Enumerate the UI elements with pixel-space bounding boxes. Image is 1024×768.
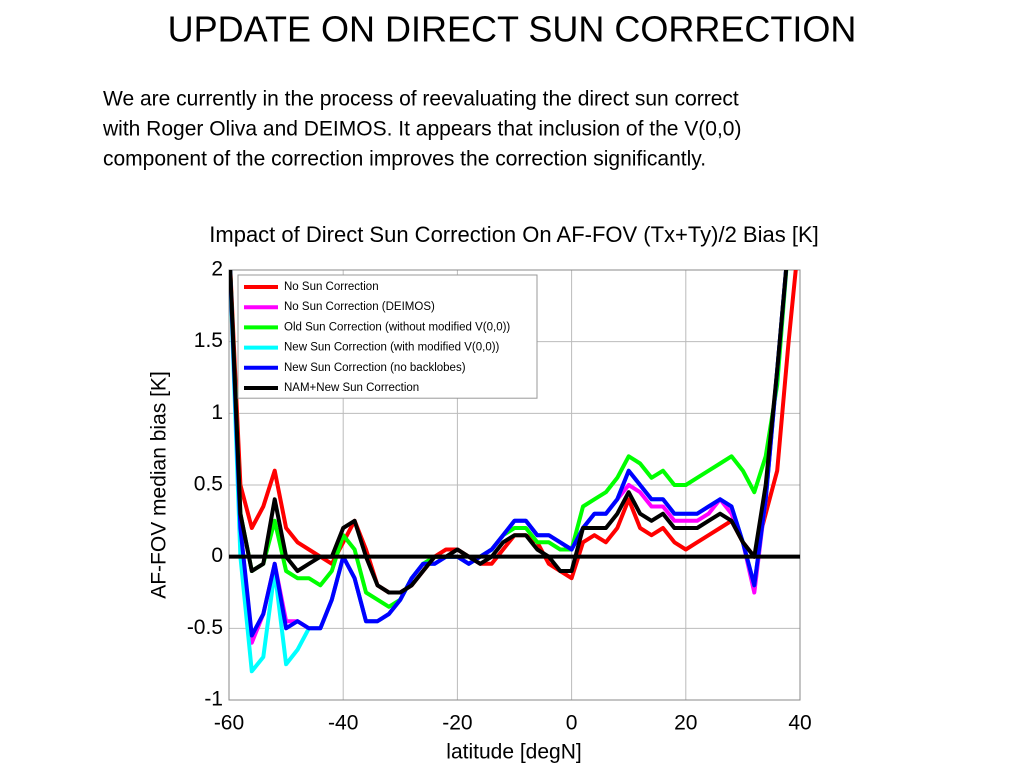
y-tick-label: 1.5 bbox=[194, 329, 223, 352]
plot-frame bbox=[228, 269, 801, 701]
chart-title: Impact of Direct Sun Correction On AF-FO… bbox=[209, 222, 818, 247]
x-tick-label: 20 bbox=[674, 712, 697, 735]
series-line bbox=[229, 270, 789, 638]
x-tick-label: 40 bbox=[788, 712, 811, 735]
x-tick-label: -20 bbox=[442, 712, 472, 735]
x-axis-label: latitude [degN] bbox=[446, 741, 581, 764]
y-tick-label: 2 bbox=[211, 258, 223, 281]
series-line bbox=[229, 270, 789, 674]
y-tick-label: 0.5 bbox=[194, 473, 223, 496]
legend-label: New Sun Correction (with modified V(0,0)… bbox=[284, 342, 500, 354]
x-tick-label: -60 bbox=[214, 712, 244, 735]
body-line: component of the correction improves the… bbox=[103, 148, 706, 171]
y-tick-label: 0 bbox=[211, 544, 223, 567]
body-line: We are currently in the process of reeva… bbox=[103, 88, 739, 111]
legend-box bbox=[237, 274, 538, 399]
y-tick-label: -0.5 bbox=[187, 616, 223, 639]
slide-title: UPDATE ON DIRECT SUN CORRECTION bbox=[168, 9, 857, 50]
legend-label: New Sun Correction (no backlobes) bbox=[284, 362, 466, 374]
plot-area bbox=[229, 270, 800, 674]
legend-label: Old Sun Correction (without modified V(0… bbox=[284, 321, 510, 333]
legend-label: NAM+New Sun Correction bbox=[284, 382, 419, 394]
series-line bbox=[229, 270, 789, 609]
legend-label: No Sun Correction (DEIMOS) bbox=[284, 301, 435, 313]
legend-label: No Sun Correction bbox=[284, 281, 379, 293]
y-axis-label: AF-FOV median bias [K] bbox=[148, 371, 171, 599]
y-tick-label: -1 bbox=[204, 688, 223, 711]
series-line bbox=[229, 270, 789, 645]
x-tick-label: 0 bbox=[566, 712, 578, 735]
y-tick-label: 1 bbox=[211, 401, 223, 424]
body-line: with Roger Oliva and DEIMOS. It appears … bbox=[102, 118, 741, 141]
x-tick-label: -40 bbox=[328, 712, 358, 735]
